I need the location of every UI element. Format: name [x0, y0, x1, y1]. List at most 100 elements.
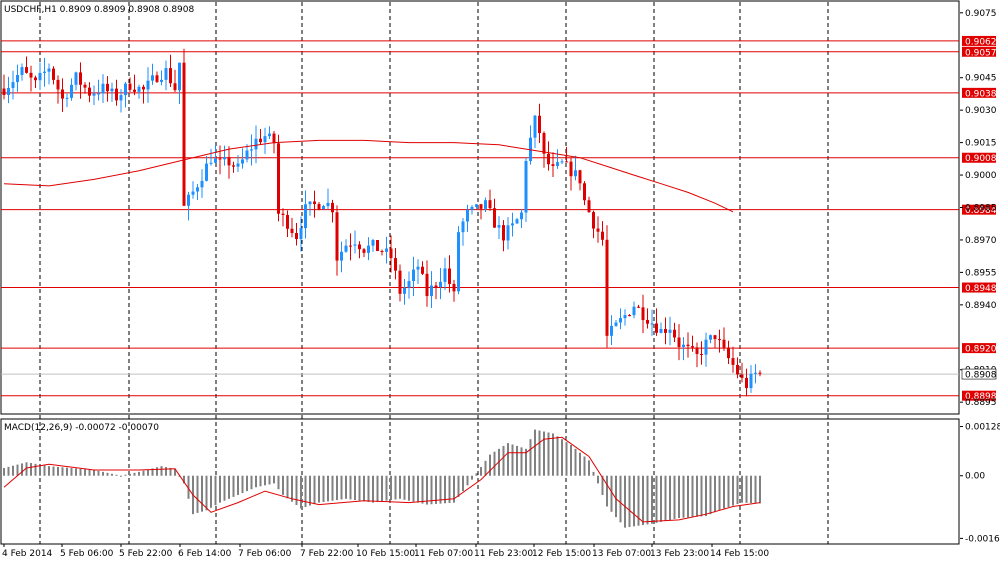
macd-bar	[394, 475, 397, 500]
macd-bar	[327, 475, 329, 502]
macd-bar	[88, 469, 91, 476]
macd-bar	[30, 463, 32, 476]
horizontal-levels	[1, 40, 959, 397]
price-tick-label: 0.9030	[965, 106, 997, 116]
macd-bar	[12, 465, 14, 476]
macd-bar	[633, 475, 635, 527]
candle-body	[583, 183, 586, 201]
candle-body	[515, 219, 519, 224]
macd-bar	[309, 475, 311, 506]
level-label-bg	[962, 87, 996, 98]
macd-bar	[709, 475, 712, 515]
candle-body	[250, 149, 253, 151]
macd-bar	[268, 475, 271, 485]
macd-bar	[570, 444, 572, 476]
candle-body	[322, 206, 325, 210]
candle-body	[610, 325, 613, 336]
macd-bar	[718, 475, 721, 511]
candle-body	[169, 68, 172, 84]
price-tick-label: 0.9000	[965, 171, 997, 181]
candle-body	[727, 347, 730, 359]
macd-bar	[66, 467, 68, 476]
macd-bar	[529, 439, 532, 476]
candle-body	[560, 161, 564, 163]
macd-bar	[52, 466, 55, 476]
macd-bar	[295, 475, 298, 506]
macd-bar	[660, 475, 662, 522]
macd-bar	[493, 451, 496, 476]
candle-body	[722, 339, 726, 348]
macd-bar	[646, 475, 649, 525]
candle-body	[259, 138, 262, 143]
macd-bar	[61, 467, 64, 476]
current-price-label: 0.8908	[965, 371, 997, 381]
candle-body	[380, 251, 384, 253]
candle-body	[268, 133, 271, 137]
time-axis: 4 Feb 2014 5 Feb 06:00 5 Feb 22:00 6 Feb 14…	[2, 544, 769, 559]
candle-body	[547, 153, 550, 165]
macd-bar	[57, 466, 59, 476]
macd-bar	[421, 475, 424, 504]
candle-body	[695, 347, 699, 355]
candle-body	[484, 200, 487, 209]
price-tick-label: 0.8895	[965, 398, 997, 408]
level-label-bg	[962, 390, 996, 401]
macd-bar	[97, 470, 100, 476]
candle-body	[551, 164, 555, 166]
level-label: 0.8898	[965, 392, 997, 402]
macd-bar	[115, 474, 118, 476]
candle-body	[34, 77, 37, 81]
macd-bar	[322, 475, 325, 502]
candle-body	[110, 88, 114, 92]
macd-bar	[210, 475, 212, 508]
candle-body	[398, 270, 402, 294]
candle-body	[673, 329, 676, 338]
macd-bar	[426, 475, 428, 505]
macd-bar	[358, 475, 361, 501]
macd-bar	[264, 475, 266, 486]
candle-body	[736, 364, 739, 375]
macd-bar	[250, 475, 253, 490]
candle-body	[304, 204, 307, 229]
candle-body	[83, 84, 87, 88]
macd-bar	[475, 473, 478, 476]
macd-bar	[201, 475, 203, 512]
candle-body	[457, 232, 460, 292]
macd-bar	[106, 472, 109, 476]
macd-bar	[156, 467, 158, 476]
macd-bar	[471, 475, 473, 480]
candle-body	[385, 248, 388, 252]
candle-body	[506, 225, 510, 241]
candle-body	[241, 159, 244, 164]
candle-body	[614, 322, 618, 326]
macd-bar	[741, 475, 743, 503]
candle-body	[502, 225, 505, 241]
macd-bar	[174, 468, 176, 476]
macd-bar	[228, 475, 230, 499]
candle-body	[65, 97, 69, 99]
macd-bar	[300, 475, 302, 509]
time-tick-label: 11 Feb 23:00	[474, 549, 533, 559]
macd-bar	[466, 475, 469, 486]
candle-body	[155, 75, 159, 82]
macd-bar	[169, 467, 172, 476]
macd-bar	[403, 475, 406, 500]
macd-bar	[484, 460, 487, 476]
candle-body	[745, 377, 748, 389]
candle-body	[79, 72, 82, 85]
macd-panel-frame	[0, 418, 960, 545]
macd-bar	[520, 447, 523, 476]
macd-bar	[354, 475, 356, 501]
vertical-grid	[39, 2, 829, 544]
macd-bar	[138, 471, 140, 476]
macd-bar	[336, 475, 338, 501]
candle-body	[56, 79, 60, 90]
candle-body	[623, 315, 627, 319]
candle-body	[290, 228, 294, 233]
signal-line	[3, 436, 761, 523]
macd-bar	[25, 462, 28, 476]
candle-body	[758, 372, 762, 374]
macd-bar	[457, 475, 460, 497]
price-tick-label: 0.8940	[965, 301, 997, 311]
macd-bar	[637, 475, 640, 526]
